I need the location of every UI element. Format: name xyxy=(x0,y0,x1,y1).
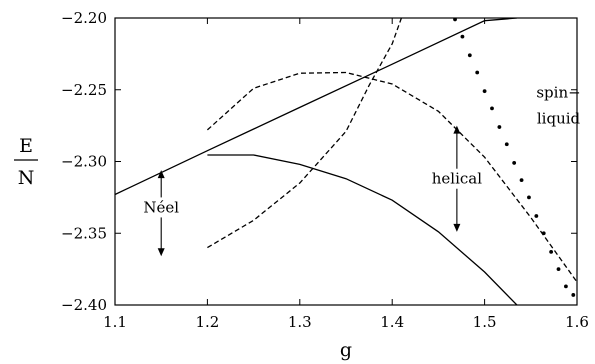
series-point xyxy=(549,250,554,254)
series-point xyxy=(475,70,480,75)
series-3-dashed-line xyxy=(207,18,403,249)
series-point xyxy=(556,267,561,272)
y-tick-label: −2.20 xyxy=(61,9,107,27)
y-tick-label: −2.30 xyxy=(61,153,107,171)
y-axis-label-numerator: E xyxy=(19,135,33,157)
y-tick-label: −2.25 xyxy=(61,81,107,99)
y-tick-label: −2.35 xyxy=(61,224,107,242)
series-point xyxy=(571,293,576,297)
annotation-label: liquid xyxy=(537,109,581,127)
series-2-dashed-line xyxy=(206,71,577,283)
x-tick-label: 1.4 xyxy=(380,313,404,331)
series-point xyxy=(453,18,457,22)
x-tick-label: 1.1 xyxy=(103,313,127,331)
x-axis-label: g xyxy=(340,339,352,361)
x-tick-label: 1.2 xyxy=(195,313,219,331)
annotation-label: helical xyxy=(432,170,482,188)
series-point xyxy=(504,142,509,147)
series-point xyxy=(519,178,524,183)
series-point xyxy=(541,231,546,236)
series-0-solid-line xyxy=(115,18,517,196)
y-axis-label: E N xyxy=(14,135,38,189)
series-point xyxy=(512,161,517,165)
series-point xyxy=(564,284,568,289)
x-tick-label: 1.6 xyxy=(565,313,589,331)
series-1-solid-line xyxy=(207,154,518,305)
series-4-dotted xyxy=(453,18,576,297)
series-point xyxy=(467,53,472,58)
plot-frame xyxy=(114,17,578,306)
x-tick-label: 1.5 xyxy=(473,313,497,331)
series-point xyxy=(490,106,494,111)
series-point xyxy=(534,214,539,218)
y-axis-label-denominator: N xyxy=(18,167,35,189)
series-point xyxy=(527,195,531,200)
series-point xyxy=(460,34,465,39)
x-tick-label: 1.3 xyxy=(288,313,312,331)
y-tick-label: −2.40 xyxy=(61,296,107,314)
series-point xyxy=(497,125,502,129)
annotation-label: Néel xyxy=(143,198,179,216)
series-point xyxy=(482,89,487,94)
annotation-label: spin− xyxy=(536,84,580,102)
